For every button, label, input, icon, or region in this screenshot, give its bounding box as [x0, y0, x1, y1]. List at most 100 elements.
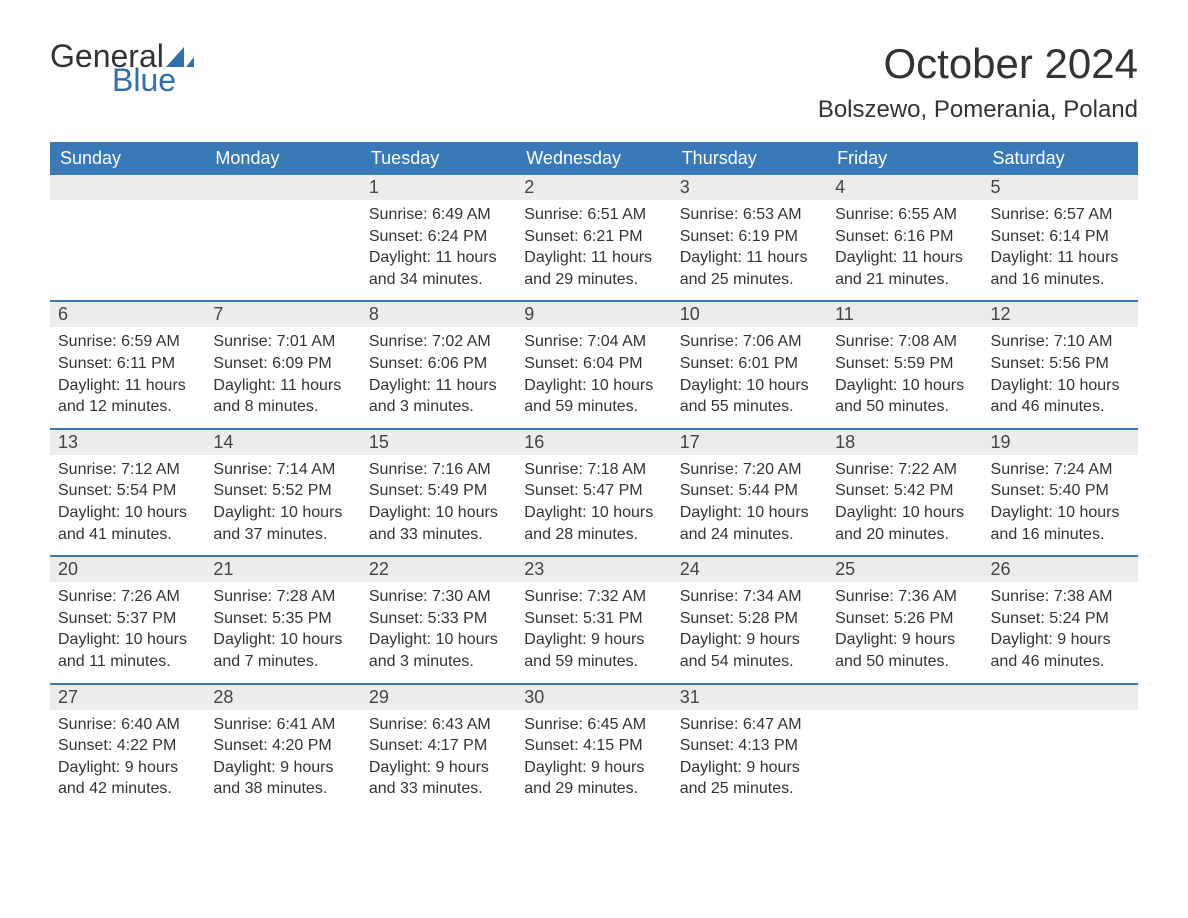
daylight-line2: and 29 minutes.: [524, 778, 663, 800]
day-body: Sunrise: 7:38 AMSunset: 5:24 PMDaylight:…: [983, 582, 1138, 682]
day-body: Sunrise: 6:59 AMSunset: 6:11 PMDaylight:…: [50, 327, 205, 427]
sunrise-line: Sunrise: 7:06 AM: [680, 331, 819, 353]
sunrise-value: 7:02 AM: [432, 333, 491, 350]
daylight-label: Daylight:: [213, 504, 275, 521]
sunrise-label: Sunrise:: [524, 588, 583, 605]
daylight-value1: 9 hours: [902, 631, 955, 648]
day-body: Sunrise: 7:18 AMSunset: 5:47 PMDaylight:…: [516, 455, 671, 555]
daylight-line1: Daylight: 11 hours: [213, 375, 352, 397]
day-body: Sunrise: 6:49 AMSunset: 6:24 PMDaylight:…: [361, 200, 516, 300]
day-body: Sunrise: 6:40 AMSunset: 4:22 PMDaylight:…: [50, 710, 205, 810]
sunrise-value: 7:38 AM: [1054, 588, 1113, 605]
day-number: 30: [516, 685, 671, 710]
sunset-label: Sunset:: [58, 610, 112, 627]
daylight-line2: and 55 minutes.: [680, 396, 819, 418]
sunrise-label: Sunrise:: [58, 588, 117, 605]
sunrise-value: 6:57 AM: [1054, 206, 1113, 223]
sunset-line: Sunset: 4:22 PM: [58, 735, 197, 757]
daylight-line2: and 25 minutes.: [680, 778, 819, 800]
sunrise-line: Sunrise: 6:57 AM: [991, 204, 1130, 226]
daylight-value1: 10 hours: [1057, 504, 1119, 521]
daylight-label: Daylight:: [213, 631, 275, 648]
day-cell: [983, 685, 1138, 810]
sunrise-value: 7:26 AM: [121, 588, 180, 605]
sunrise-line: Sunrise: 7:14 AM: [213, 459, 352, 481]
daylight-label: Daylight:: [835, 504, 897, 521]
day-number: 1: [361, 175, 516, 200]
sunset-value: 6:16 PM: [894, 228, 954, 245]
sunset-line: Sunset: 6:01 PM: [680, 353, 819, 375]
sunset-label: Sunset:: [524, 228, 578, 245]
day-body: Sunrise: 7:08 AMSunset: 5:59 PMDaylight:…: [827, 327, 982, 427]
sunset-label: Sunset:: [213, 355, 267, 372]
sunrise-line: Sunrise: 6:53 AM: [680, 204, 819, 226]
daylight-line2: and 8 minutes.: [213, 396, 352, 418]
daylight-value1: 10 hours: [280, 631, 342, 648]
day-number: 25: [827, 557, 982, 582]
sunrise-label: Sunrise:: [369, 333, 428, 350]
day-body: Sunrise: 7:10 AMSunset: 5:56 PMDaylight:…: [983, 327, 1138, 427]
daylight-value1: 9 hours: [1057, 631, 1110, 648]
sunset-value: 4:13 PM: [738, 737, 798, 754]
day-body: Sunrise: 7:24 AMSunset: 5:40 PMDaylight:…: [983, 455, 1138, 555]
day-cell: 5Sunrise: 6:57 AMSunset: 6:14 PMDaylight…: [983, 175, 1138, 300]
sunset-line: Sunset: 5:26 PM: [835, 608, 974, 630]
day-number: 17: [672, 430, 827, 455]
header: General Blue October 2024 Bolszewo, Pome…: [50, 40, 1138, 124]
sunrise-label: Sunrise:: [213, 716, 272, 733]
sunset-value: 6:14 PM: [1049, 228, 1109, 245]
sunset-value: 5:31 PM: [583, 610, 643, 627]
day-number: 15: [361, 430, 516, 455]
daylight-line2: and 33 minutes.: [369, 524, 508, 546]
daylight-value1: 9 hours: [591, 759, 644, 776]
daylight-line2: and 50 minutes.: [835, 396, 974, 418]
daylight-value1: 11 hours: [125, 377, 186, 394]
sunrise-label: Sunrise:: [213, 588, 272, 605]
sunset-line: Sunset: 5:35 PM: [213, 608, 352, 630]
sunset-value: 5:52 PM: [272, 482, 332, 499]
day-cell: 13Sunrise: 7:12 AMSunset: 5:54 PMDayligh…: [50, 430, 205, 555]
daylight-value1: 11 hours: [746, 249, 807, 266]
sunset-line: Sunset: 6:16 PM: [835, 226, 974, 248]
day-cell: 31Sunrise: 6:47 AMSunset: 4:13 PMDayligh…: [672, 685, 827, 810]
day-body: Sunrise: 6:47 AMSunset: 4:13 PMDaylight:…: [672, 710, 827, 810]
sunrise-label: Sunrise:: [369, 716, 428, 733]
dow-cell: Monday: [205, 142, 360, 175]
sunset-label: Sunset:: [524, 355, 578, 372]
daylight-line2: and 20 minutes.: [835, 524, 974, 546]
sunset-value: 6:09 PM: [272, 355, 332, 372]
daylight-line1: Daylight: 10 hours: [680, 502, 819, 524]
day-body: Sunrise: 7:22 AMSunset: 5:42 PMDaylight:…: [827, 455, 982, 555]
sunrise-line: Sunrise: 6:59 AM: [58, 331, 197, 353]
daylight-label: Daylight:: [58, 377, 120, 394]
day-cell: 3Sunrise: 6:53 AMSunset: 6:19 PMDaylight…: [672, 175, 827, 300]
dow-cell: Thursday: [672, 142, 827, 175]
week-row: 13Sunrise: 7:12 AMSunset: 5:54 PMDayligh…: [50, 428, 1138, 555]
sunset-label: Sunset:: [369, 355, 423, 372]
daylight-value1: 11 hours: [280, 377, 341, 394]
day-number-empty: [983, 685, 1138, 710]
sunrise-value: 7:01 AM: [277, 333, 336, 350]
sunrise-line: Sunrise: 6:40 AM: [58, 714, 197, 736]
day-cell: 12Sunrise: 7:10 AMSunset: 5:56 PMDayligh…: [983, 302, 1138, 427]
sunset-label: Sunset:: [213, 610, 267, 627]
sunset-value: 5:37 PM: [117, 610, 177, 627]
sunset-label: Sunset:: [369, 737, 423, 754]
week-row: 1Sunrise: 6:49 AMSunset: 6:24 PMDaylight…: [50, 175, 1138, 300]
daylight-line1: Daylight: 11 hours: [58, 375, 197, 397]
daylight-label: Daylight:: [524, 377, 586, 394]
day-cell: 18Sunrise: 7:22 AMSunset: 5:42 PMDayligh…: [827, 430, 982, 555]
day-body: Sunrise: 7:14 AMSunset: 5:52 PMDaylight:…: [205, 455, 360, 555]
day-number: 28: [205, 685, 360, 710]
daylight-value1: 11 hours: [591, 249, 652, 266]
sunrise-line: Sunrise: 7:24 AM: [991, 459, 1130, 481]
daylight-value1: 10 hours: [125, 631, 187, 648]
sunrise-label: Sunrise:: [213, 461, 272, 478]
daylight-line1: Daylight: 9 hours: [991, 629, 1130, 651]
day-body: Sunrise: 7:06 AMSunset: 6:01 PMDaylight:…: [672, 327, 827, 427]
sunrise-line: Sunrise: 7:04 AM: [524, 331, 663, 353]
sunrise-value: 7:12 AM: [121, 461, 180, 478]
sunset-label: Sunset:: [680, 737, 734, 754]
sunrise-value: 7:24 AM: [1054, 461, 1113, 478]
sunrise-value: 7:28 AM: [277, 588, 336, 605]
